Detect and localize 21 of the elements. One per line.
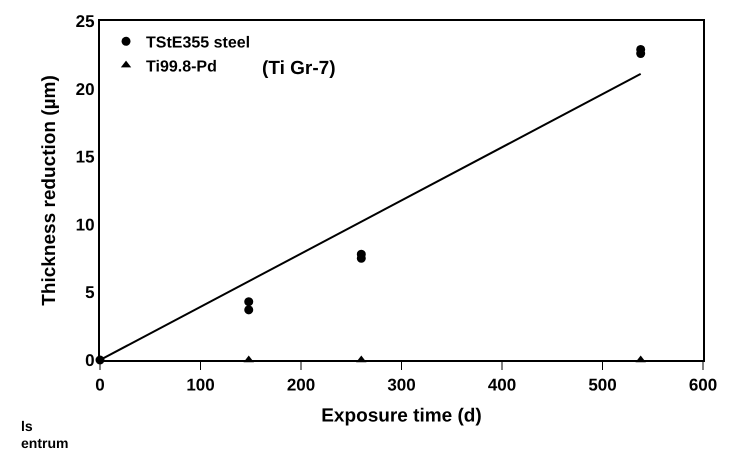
y-tick-label: 10	[76, 215, 95, 234]
legend-label: TStE355 steel	[146, 34, 250, 52]
x-tick-label: 600	[688, 375, 718, 394]
text: entrum	[21, 435, 68, 450]
point	[244, 305, 254, 314]
point	[244, 297, 254, 306]
x-axis-title: Exposure time (d)	[321, 406, 482, 427]
x-tick-label: 500	[588, 375, 617, 394]
y-tick-label: 25	[76, 12, 95, 31]
legend-label: Ti99.8-Pd	[146, 58, 217, 76]
y-tick-label: 20	[76, 80, 95, 99]
y-axis-title: Thickness reduction (µm)	[39, 75, 60, 306]
text: ls	[21, 418, 33, 434]
x-tick-label: 300	[387, 375, 416, 394]
y-tick-label: 15	[76, 148, 95, 167]
x-tick-label: 200	[286, 375, 316, 394]
y-tick-label: 0	[85, 350, 95, 370]
x-tick-label: 400	[488, 375, 516, 394]
x-tick-label: 100	[186, 375, 215, 394]
annotation: (Ti Gr-7)	[262, 58, 336, 79]
y-tick-label: 5	[85, 283, 95, 302]
